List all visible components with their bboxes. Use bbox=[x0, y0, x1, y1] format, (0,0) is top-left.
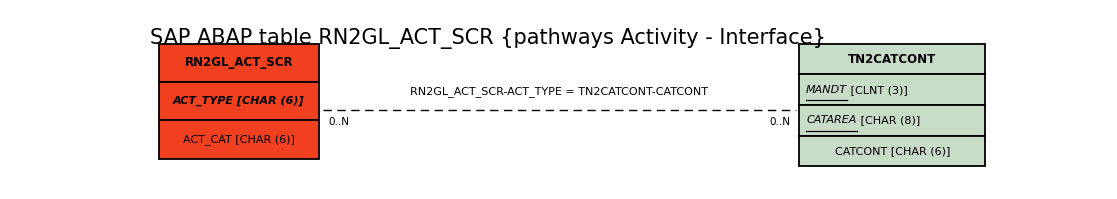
Text: RN2GL_ACT_SCR-ACT_TYPE = TN2CATCONT-CATCONT: RN2GL_ACT_SCR-ACT_TYPE = TN2CATCONT-CATC… bbox=[410, 87, 708, 98]
Bar bbox=[159, 44, 318, 82]
Bar bbox=[159, 120, 318, 159]
Text: [CHAR (8)]: [CHAR (8)] bbox=[857, 115, 919, 125]
Bar bbox=[800, 136, 985, 166]
Text: 0..N: 0..N bbox=[770, 117, 791, 127]
Bar bbox=[800, 44, 985, 74]
Text: SAP ABAP table RN2GL_ACT_SCR {pathways Activity - Interface}: SAP ABAP table RN2GL_ACT_SCR {pathways A… bbox=[150, 28, 825, 50]
Text: 0..N: 0..N bbox=[328, 117, 350, 127]
Text: ACT_TYPE [CHAR (6)]: ACT_TYPE [CHAR (6)] bbox=[173, 96, 305, 106]
Text: ACT_CAT [CHAR (6)]: ACT_CAT [CHAR (6)] bbox=[183, 134, 295, 145]
Text: MANDT: MANDT bbox=[806, 85, 847, 95]
Text: RN2GL_ACT_SCR: RN2GL_ACT_SCR bbox=[184, 57, 293, 69]
Bar bbox=[159, 82, 318, 120]
Bar bbox=[800, 105, 985, 136]
Text: CATAREA: CATAREA bbox=[806, 115, 857, 125]
Text: TN2CATCONT: TN2CATCONT bbox=[848, 53, 936, 66]
Bar bbox=[800, 74, 985, 105]
Text: [CLNT (3)]: [CLNT (3)] bbox=[847, 85, 908, 95]
Text: CATCONT [CHAR (6)]: CATCONT [CHAR (6)] bbox=[834, 146, 951, 156]
